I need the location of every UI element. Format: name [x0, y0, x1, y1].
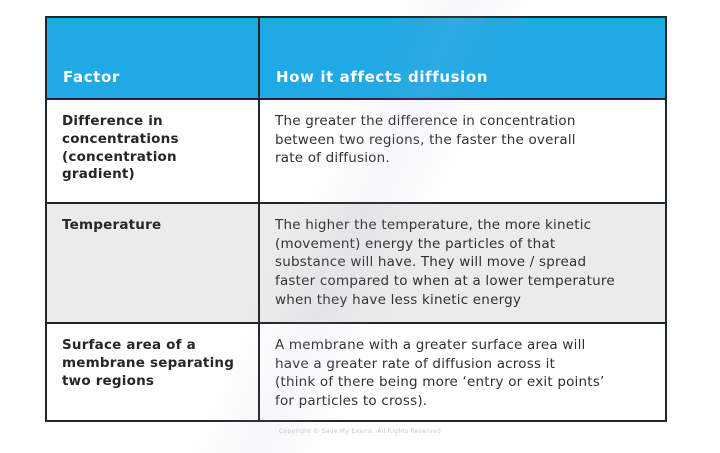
- table-row: Temperature The higher the temperature, …: [45, 202, 667, 324]
- factor-cell: Surface area of a membrane separating tw…: [45, 322, 260, 422]
- table-row: Difference in concentrations (concentrat…: [45, 98, 667, 204]
- table-header-row: Factor How it affects diffusion: [45, 16, 667, 100]
- effect-cell: The greater the difference in concentrat…: [258, 98, 667, 204]
- effect-cell: The higher the temperature, the more kin…: [258, 202, 667, 324]
- table-row: Surface area of a membrane separating tw…: [45, 322, 667, 422]
- copyright-text: Copyright © Save My Exams. All Rights Re…: [278, 428, 442, 435]
- effect-cell: A membrane with a greater surface area w…: [258, 322, 667, 422]
- header-cell-factor: Factor: [45, 16, 260, 100]
- factor-cell: Temperature: [45, 202, 260, 324]
- table-body: Difference in concentrations (concentrat…: [45, 98, 667, 422]
- header-cell-effect: How it affects diffusion: [258, 16, 667, 100]
- factor-cell: Difference in concentrations (concentrat…: [45, 98, 260, 204]
- factors-table: Factor How it affects diffusion Differen…: [45, 16, 667, 422]
